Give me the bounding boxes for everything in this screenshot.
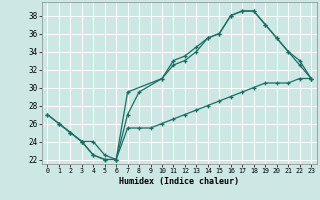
X-axis label: Humidex (Indice chaleur): Humidex (Indice chaleur) bbox=[119, 177, 239, 186]
